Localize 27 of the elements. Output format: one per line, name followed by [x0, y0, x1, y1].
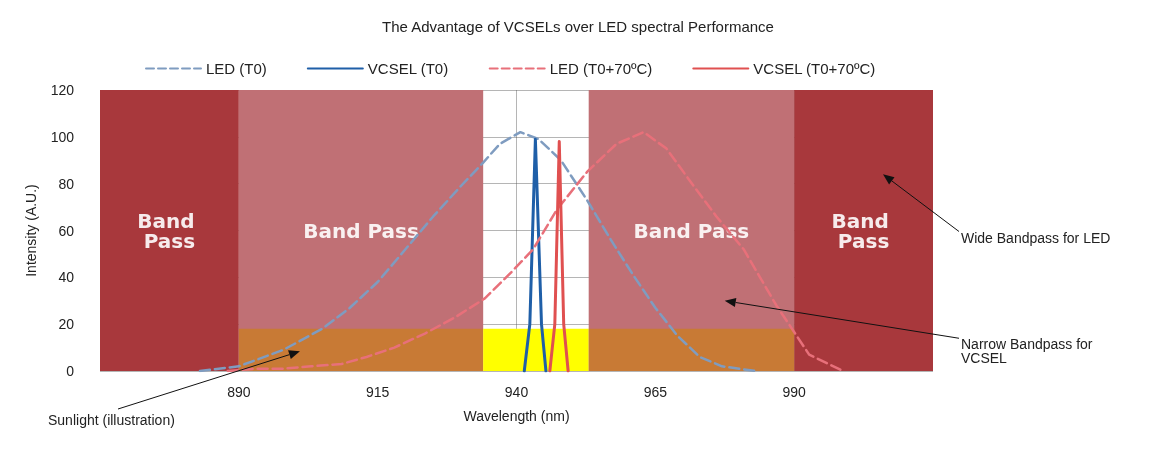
text: Sunlight (illustration) — [48, 412, 175, 428]
y-tick-label: 60 — [58, 222, 75, 239]
legend-label: LED (T0+70ºC) — [549, 60, 653, 77]
x-tick-label: 890 — [227, 384, 251, 400]
legend-label: VCSEL (T0) — [367, 60, 449, 77]
text: Narrow Bandpass for VCSEL — [961, 336, 1097, 367]
x-tick-label: 990 — [782, 384, 807, 400]
x-tick-label: 940 — [504, 384, 529, 400]
x-axis-title: Wavelength (nm) — [463, 408, 570, 424]
y-tick-label: 0 — [66, 363, 75, 379]
band-label: Band Pass — [137, 208, 202, 253]
text: Wide Bandpass for LED — [961, 229, 1111, 246]
legend-label: LED (T0) — [206, 60, 267, 77]
y-tick-label: 40 — [58, 269, 75, 286]
band-label: Band Pass — [831, 208, 896, 253]
band-label: Band Pass — [633, 218, 750, 243]
y-axis-title: Intensity (A.U.) — [23, 184, 39, 277]
y-tick-label: 120 — [50, 82, 75, 98]
y-tick-label: 100 — [50, 128, 75, 145]
chart-title: The Advantage of VCSELs over LED spectral Performance — [382, 18, 774, 35]
legend-label: VCSEL (T0+70ºC) — [753, 60, 876, 77]
line-series — [198, 130, 757, 373]
y-tick-label: 80 — [58, 175, 75, 192]
x-tick-label: 965 — [643, 384, 668, 400]
band-label: Band Pass — [303, 218, 419, 243]
x-tick-label: 915 — [365, 384, 390, 400]
y-tick-label: 20 — [58, 316, 75, 333]
